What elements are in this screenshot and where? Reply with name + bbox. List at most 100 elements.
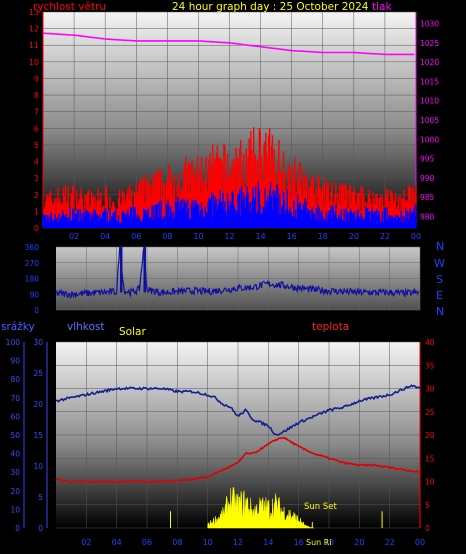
climate-x-tick-label: 06: [142, 538, 152, 547]
wind-tick-label: 0: [34, 224, 39, 233]
pressure-tick-label: 995: [420, 155, 435, 164]
pressure-tick-label: 1020: [420, 58, 439, 67]
wind-tick-label: 12: [29, 25, 39, 34]
rain-tick-label: 90: [10, 357, 20, 366]
rain-tick-label: 100: [6, 338, 21, 347]
pressure-axis-title: tlak: [372, 1, 392, 13]
climate-x-tick-label: 18: [324, 538, 334, 547]
temperature-tick-label: 10: [425, 478, 435, 487]
wind-tick-label: 6: [34, 124, 39, 133]
humidity-tick-label: 10: [33, 462, 43, 471]
compass-s: S: [436, 273, 443, 286]
wind-average-series: [42, 181, 417, 228]
wind-x-tick-label: 10: [193, 232, 203, 241]
compass-e: E: [436, 289, 443, 302]
direction-tick-label: 270: [25, 259, 40, 268]
climate-x-tick-label: 16: [294, 538, 304, 547]
direction-tick-label: 360: [25, 243, 40, 252]
wind-tick-label: 5: [34, 141, 39, 150]
humidity-line: [55, 384, 421, 436]
rain-tick-label: 70: [10, 394, 20, 403]
wind-x-tick-label: 04: [100, 232, 110, 241]
pressure-tick-label: 1010: [420, 97, 439, 106]
pressure-tick-label: 980: [420, 212, 435, 221]
sunrise-annotation: Sun Ri: [306, 538, 332, 547]
wind-x-tick-label: 02: [69, 232, 79, 241]
climate-x-tick-label: 04: [112, 538, 122, 547]
wind-tick-label: 1: [34, 207, 39, 216]
temperature-tick-label: 30: [425, 385, 435, 394]
wind-direction-series: [55, 246, 420, 299]
wind-x-tick-label: 20: [349, 232, 359, 241]
solar-series: [207, 486, 314, 529]
pressure-tick-label: 1005: [420, 116, 439, 125]
wind-x-tick-label: 12: [224, 232, 234, 241]
rain-tick-label: 40: [10, 450, 20, 459]
data-series: [42, 32, 421, 529]
pressure-tick-label: 990: [420, 174, 435, 183]
temperature-tick-label: 40: [425, 338, 435, 347]
temperature-line: [55, 436, 421, 484]
compass-n-top: N: [436, 240, 444, 253]
wind-tick-label: 9: [34, 74, 39, 83]
rain-tick-label: 60: [10, 412, 20, 421]
wind-tick-label: 7: [34, 108, 39, 117]
chart-title: 24 hour graph day : 25 October 2024: [172, 1, 369, 13]
wind-x-tick-label: 16: [287, 232, 297, 241]
rain-tick-label: 50: [10, 431, 20, 440]
wind-tick-label: 10: [29, 58, 39, 67]
solar-axis-title: Solar: [119, 326, 146, 338]
wind-tick-label: 8: [34, 91, 39, 100]
wind-x-tick-label: 22: [380, 232, 390, 241]
temperature-tick-label: 5: [425, 501, 430, 510]
sunset-annotation: Sun Set: [304, 502, 337, 512]
rain-tick-label: 20: [10, 487, 20, 496]
humidity-axis-title: vlhkost: [67, 321, 105, 333]
temperature-tick-label: 0: [425, 524, 430, 533]
pressure-tick-label: 1030: [420, 20, 439, 29]
temperature-tick-label: 35: [425, 361, 435, 370]
climate-x-tick-label: 12: [233, 538, 243, 547]
wind-x-tick-label: 06: [131, 232, 141, 241]
temperature-axis-title: teplota: [312, 321, 349, 333]
climate-x-tick-label: 14: [263, 538, 273, 547]
pressure-tick-label: 1015: [420, 77, 439, 86]
climate-x-tick-label: 00: [415, 538, 425, 547]
rain-axis-title: srážky: [1, 321, 35, 333]
pressure-tick-label: 1000: [420, 135, 439, 144]
climate-x-tick-label: 08: [172, 538, 182, 547]
direction-tick-label: 0: [34, 306, 39, 315]
climate-x-tick-label: 02: [81, 538, 91, 547]
wind-x-tick-label: 08: [162, 232, 172, 241]
compass-w: W: [434, 257, 445, 270]
climate-x-tick-label: 10: [203, 538, 213, 547]
pressure-tick-label: 1025: [420, 39, 439, 48]
direction-tick-label: 180: [25, 275, 40, 284]
wind-tick-label: 4: [34, 158, 39, 167]
temperature-tick-label: 15: [425, 454, 435, 463]
pressure-tick-label: 985: [420, 193, 435, 202]
humidity-tick-label: 25: [33, 369, 43, 378]
wind-axis-title: rychlost větru: [33, 1, 106, 13]
temperature-tick-label: 20: [425, 431, 435, 440]
wind-x-tick-label: 14: [255, 232, 265, 241]
tick-labels: 0123456789101112139809859909951000100510…: [6, 8, 440, 547]
rain-tick-label: 10: [10, 505, 20, 514]
temperature-tick-label: 25: [425, 408, 435, 417]
humidity-tick-label: 20: [33, 400, 43, 409]
climate-x-tick-label: 20: [354, 538, 364, 547]
direction-tick-label: 90: [29, 290, 39, 299]
wind-tick-label: 13: [29, 8, 39, 17]
wind-tick-label: 3: [34, 174, 39, 183]
rain-tick-label: 0: [15, 524, 20, 533]
climate-x-tick-label: 22: [385, 538, 395, 547]
wind-x-tick-label: 00: [411, 232, 421, 241]
pressure-line: [42, 32, 415, 56]
wind-tick-label: 11: [29, 41, 39, 50]
humidity-tick-label: 0: [38, 524, 43, 533]
humidity-tick-label: 15: [33, 431, 43, 440]
humidity-tick-label: 5: [38, 493, 43, 502]
wind-tick-label: 2: [34, 191, 39, 200]
wind-x-tick-label: 18: [318, 232, 328, 241]
